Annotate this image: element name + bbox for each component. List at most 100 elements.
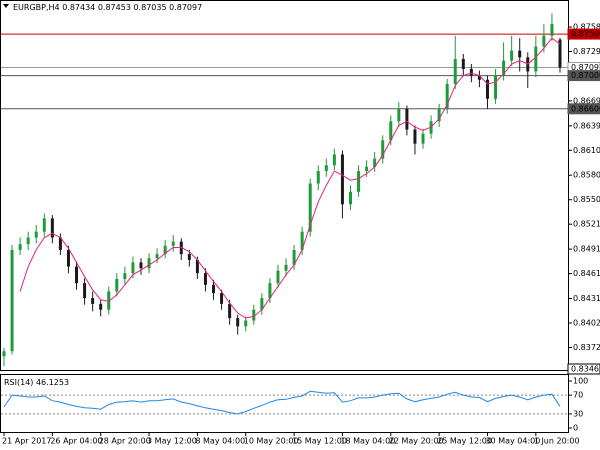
x-tick-label: 18 May 04:00 — [340, 437, 395, 446]
candle-body — [34, 231, 38, 238]
candle-body — [26, 237, 30, 245]
level-box — [567, 103, 600, 115]
candle-body — [381, 140, 385, 159]
candle-body — [477, 75, 481, 80]
candle-body — [123, 273, 127, 280]
candle-body — [340, 154, 344, 205]
candle-body — [357, 171, 361, 192]
candle-body — [220, 293, 224, 304]
candle-body — [18, 244, 22, 250]
rsi-tick-label: 100 — [573, 377, 588, 386]
x-tick-label: 1 Jun 20:00 — [534, 437, 580, 446]
rsi-title: RSI(14) — [4, 378, 33, 387]
level-box — [567, 28, 600, 40]
candle-body — [502, 60, 506, 76]
y-tick-label: 0.84315 — [573, 294, 600, 303]
candle-body — [260, 298, 264, 310]
candle-body — [155, 254, 159, 259]
x-tick-label: 15 May 12:00 — [292, 437, 347, 446]
candle-body — [268, 283, 272, 299]
candle-body — [228, 303, 232, 319]
candle-body — [445, 83, 449, 109]
candle-body — [131, 262, 135, 274]
candle-body — [203, 273, 207, 285]
y-tick-label: 0.87585 — [573, 23, 600, 32]
candle-body — [171, 241, 175, 246]
y-tick-label: 0.86695 — [573, 96, 600, 105]
candle-body — [187, 254, 191, 260]
candle-body — [413, 129, 417, 144]
x-tick-label: 25 May 12:00 — [437, 437, 492, 446]
candle-body — [284, 264, 288, 271]
candle-body — [75, 266, 79, 284]
x-tick-label: 10 May 20:00 — [244, 437, 299, 446]
y-tick-label: 0.85505 — [573, 195, 600, 204]
candle-body — [469, 68, 473, 76]
candle-body — [437, 108, 441, 122]
candle-body — [99, 303, 103, 310]
x-tick-label: 22 May 20:00 — [389, 437, 444, 446]
rsi-line — [3, 390, 561, 415]
candle-body — [389, 121, 393, 141]
candle-body — [397, 108, 401, 122]
rsi-tick-label: 0 — [573, 424, 578, 433]
candle-body — [83, 283, 87, 299]
candle-body — [365, 166, 369, 172]
candle-body — [195, 259, 199, 274]
candle-body — [332, 154, 336, 166]
candle-body — [244, 320, 248, 327]
rsi-tick-label: 30 — [573, 409, 583, 418]
candle-body — [461, 58, 465, 69]
candle-body — [91, 298, 95, 304]
ylim-box — [567, 363, 600, 375]
header-high: 0.87453 — [98, 3, 131, 12]
candle-body — [58, 237, 62, 250]
candle-body — [139, 262, 143, 269]
candle-body — [421, 133, 425, 144]
level-label: 0.87097 — [571, 63, 600, 72]
candle-body — [550, 24, 554, 36]
rsi-panel — [0, 374, 569, 433]
symbol: EURGBP,H4 — [13, 3, 60, 12]
candle-body — [236, 318, 240, 327]
candle-body — [373, 158, 377, 167]
x-tick-label: 21 Apr 2017 — [2, 437, 51, 446]
candle-body — [252, 309, 256, 321]
rsi-header: RSI(14) 46.1253 — [4, 378, 69, 387]
candle-body — [405, 108, 409, 130]
rsi-tick-label: 70 — [573, 391, 583, 400]
candle-body — [66, 249, 70, 267]
ylim-label: 0.83466 — [571, 365, 600, 374]
candle-body — [510, 50, 514, 61]
header-close: 0.87097 — [169, 3, 202, 12]
candle-body — [2, 351, 6, 357]
header-open: 0.87434 — [62, 3, 95, 12]
candle-body — [308, 183, 312, 232]
rsi-value: 46.1253 — [36, 378, 69, 387]
candle-body — [163, 245, 167, 255]
moving-average — [19, 37, 561, 319]
candle-body — [324, 165, 328, 172]
x-tick-label: 28 Apr 20:00 — [99, 437, 151, 446]
candle-body — [485, 79, 489, 99]
candle-body — [558, 39, 562, 68]
candle-body — [212, 284, 216, 294]
header-low: 0.87035 — [133, 3, 166, 12]
candle-body — [276, 270, 280, 284]
price-panel — [0, 0, 569, 371]
candle-body — [292, 249, 296, 265]
candle-body — [453, 58, 457, 84]
x-tick-label: 26 Apr 04:00 — [50, 437, 102, 446]
x-tick-label: 8 May 04:00 — [195, 437, 245, 446]
candle-body — [107, 291, 111, 310]
candle-body — [518, 50, 522, 58]
candle-body — [50, 218, 54, 238]
